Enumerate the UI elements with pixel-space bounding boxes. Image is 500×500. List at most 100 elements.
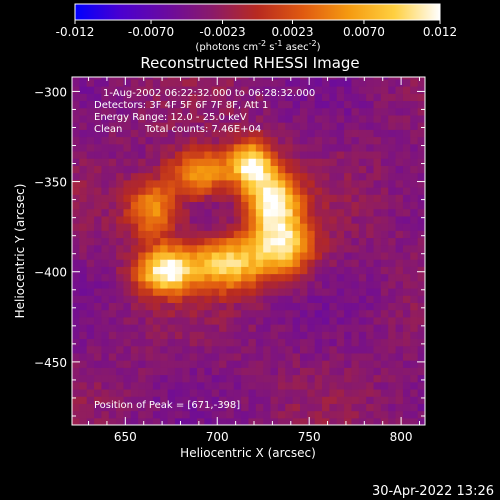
heatmap-cell bbox=[174, 316, 183, 325]
heatmap-cell bbox=[307, 194, 316, 203]
heatmap-cell bbox=[395, 129, 404, 138]
heatmap-cell bbox=[314, 374, 323, 383]
heatmap-cell bbox=[358, 417, 367, 425]
heatmap-cell bbox=[145, 136, 154, 145]
heatmap-cell bbox=[233, 381, 242, 390]
heatmap-cell bbox=[255, 381, 264, 390]
heatmap-cell bbox=[351, 295, 360, 303]
heatmap-cell bbox=[417, 208, 425, 217]
heatmap-cell bbox=[388, 251, 397, 260]
heatmap-cell bbox=[402, 403, 411, 412]
heatmap-cell bbox=[402, 324, 411, 332]
heatmap-cell bbox=[211, 302, 220, 311]
heatmap-cell bbox=[174, 287, 183, 296]
y-tick-label: −350 bbox=[34, 176, 67, 190]
heatmap-cell bbox=[211, 331, 220, 340]
heatmap-cell bbox=[292, 388, 301, 397]
heatmap-cell bbox=[152, 100, 161, 109]
heatmap-cell bbox=[145, 158, 154, 166]
heatmap-cell bbox=[358, 410, 367, 419]
heatmap-cell bbox=[233, 194, 242, 203]
heatmap-cell bbox=[174, 259, 183, 267]
heatmap-cell bbox=[366, 396, 375, 404]
heatmap-cell bbox=[79, 273, 88, 282]
heatmap-cell bbox=[160, 295, 169, 303]
heatmap-cell bbox=[72, 352, 80, 361]
heatmap-cell bbox=[417, 295, 425, 303]
heatmap-cell bbox=[358, 396, 367, 404]
heatmap-cell bbox=[417, 331, 425, 340]
heatmap-cell bbox=[233, 266, 242, 275]
heatmap-cell bbox=[366, 302, 375, 311]
heatmap-cell bbox=[358, 136, 367, 145]
heatmap-cell bbox=[189, 244, 198, 253]
heatmap-cell bbox=[373, 316, 382, 325]
heatmap-cell bbox=[233, 273, 242, 282]
heatmap-cell bbox=[402, 186, 411, 195]
heatmap-cell bbox=[292, 143, 301, 152]
heatmap-cell bbox=[116, 367, 125, 376]
heatmap-cell bbox=[358, 251, 367, 260]
heatmap-cell bbox=[373, 165, 382, 174]
heatmap-cell bbox=[366, 179, 375, 188]
heatmap-cell bbox=[241, 165, 250, 174]
heatmap-cell bbox=[373, 215, 382, 224]
heatmap-cell bbox=[329, 78, 338, 87]
heatmap-cell bbox=[160, 316, 169, 325]
heatmap-cell bbox=[241, 360, 250, 368]
heatmap-cell bbox=[130, 100, 139, 109]
heatmap-cell bbox=[108, 338, 117, 347]
heatmap-cell bbox=[388, 186, 397, 195]
heatmap-cell bbox=[130, 158, 139, 166]
heatmap-cell bbox=[248, 244, 257, 253]
heatmap-cell bbox=[189, 345, 198, 354]
heatmap-cell bbox=[388, 172, 397, 181]
heatmap-cell bbox=[270, 107, 279, 116]
heatmap-cell bbox=[72, 396, 80, 404]
heatmap-cell bbox=[211, 179, 220, 188]
heatmap-cell bbox=[314, 208, 323, 217]
heatmap-cell bbox=[329, 215, 338, 224]
heatmap-cell bbox=[255, 266, 264, 275]
heatmap-cell bbox=[336, 403, 345, 412]
heatmap-cell bbox=[182, 165, 191, 174]
heatmap-cell bbox=[351, 86, 360, 94]
heatmap-cell bbox=[182, 158, 191, 166]
heatmap-cell bbox=[417, 403, 425, 412]
heatmap-cell bbox=[410, 273, 419, 282]
heatmap-cell bbox=[285, 172, 294, 181]
heatmap-cell bbox=[145, 100, 154, 109]
heatmap-cell bbox=[167, 237, 176, 246]
heatmap-cell bbox=[197, 287, 205, 296]
heatmap-cell bbox=[226, 194, 235, 203]
heatmap-cell bbox=[189, 396, 198, 404]
heatmap-cell bbox=[101, 100, 110, 109]
heatmap-cell bbox=[329, 396, 338, 404]
heatmap-cell bbox=[336, 77, 345, 80]
heatmap-cell bbox=[255, 136, 264, 145]
heatmap-cell bbox=[101, 338, 110, 347]
heatmap-cell bbox=[174, 273, 183, 282]
heatmap-cell bbox=[270, 186, 279, 195]
heatmap-cell bbox=[322, 179, 330, 188]
heatmap-cell bbox=[307, 136, 316, 145]
heatmap-cell bbox=[314, 165, 323, 174]
heatmap-cell bbox=[336, 251, 345, 260]
heatmap-cell bbox=[299, 107, 308, 116]
heatmap-cell bbox=[314, 129, 323, 138]
heatmap-cell bbox=[285, 186, 294, 195]
heatmap-cell bbox=[329, 331, 338, 340]
heatmap-cell bbox=[358, 77, 367, 80]
heatmap-cell bbox=[86, 266, 95, 275]
heatmap-cell bbox=[160, 230, 169, 239]
heatmap-cell bbox=[116, 345, 125, 354]
heatmap-cell bbox=[388, 280, 397, 289]
heatmap-cell bbox=[388, 86, 397, 94]
heatmap-cell bbox=[263, 410, 272, 419]
heatmap-cell bbox=[211, 280, 220, 289]
heatmap-cell bbox=[255, 338, 264, 347]
heatmap-cell bbox=[410, 251, 419, 260]
heatmap-cell bbox=[299, 165, 308, 174]
heatmap-cell bbox=[123, 352, 132, 361]
